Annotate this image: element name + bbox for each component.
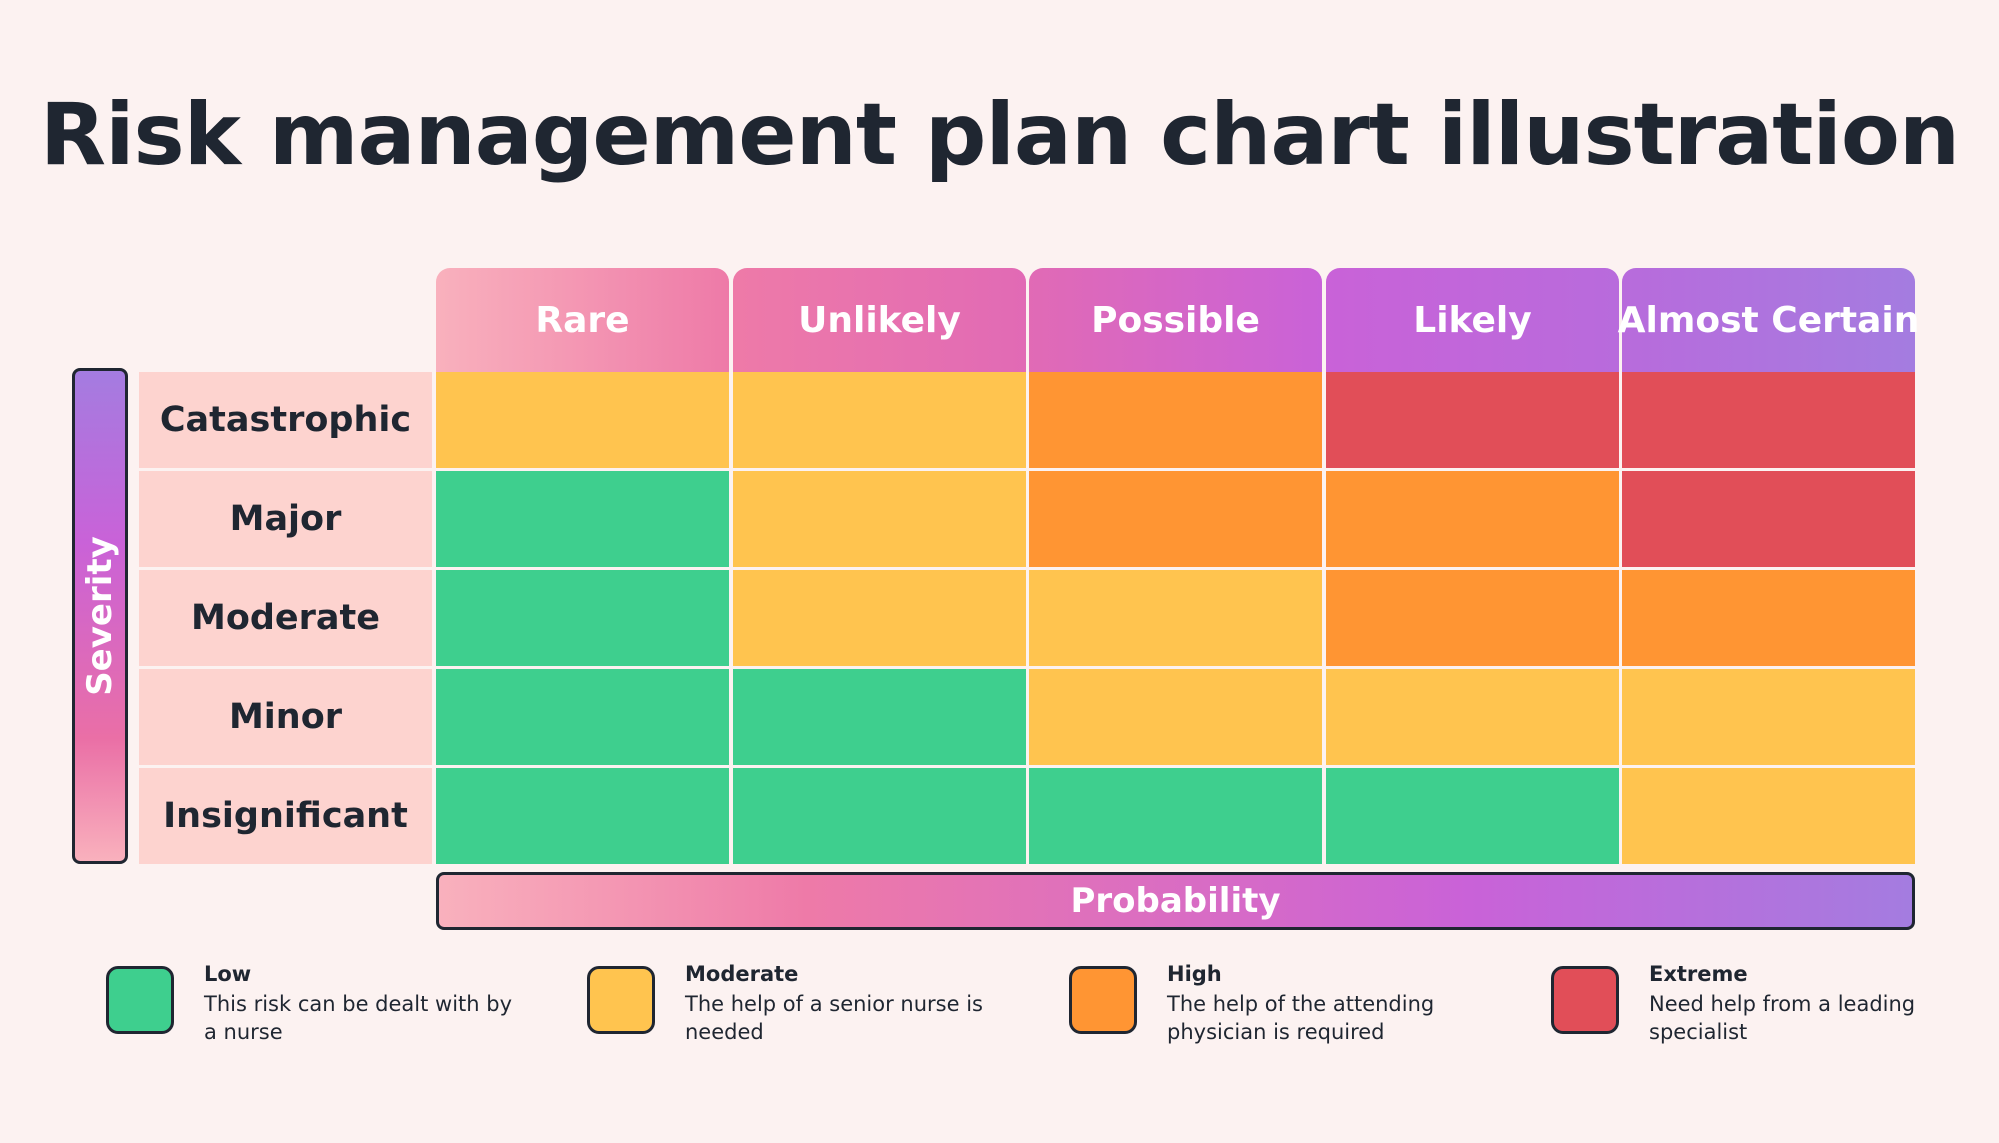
risk-cell-insignificant-rare [436, 768, 729, 864]
legend-description: Need help from a leading specialist [1649, 992, 1916, 1044]
risk-cell-minor-rare [436, 669, 729, 765]
row-label-major: Major [139, 471, 432, 567]
legend-swatch-extreme [1551, 966, 1619, 1034]
legend-title: Extreme [1649, 962, 1748, 986]
column-header-unlikely: Unlikely [733, 268, 1026, 372]
risk-cell-insignificant-unlikely [733, 768, 1026, 864]
legend-swatch-high [1069, 966, 1137, 1034]
row-label-minor: Minor [139, 669, 432, 765]
risk-cell-moderate-almost-certain [1622, 570, 1915, 666]
legend-description: The help of the attending physician is r… [1167, 992, 1435, 1044]
risk-cell-moderate-likely [1326, 570, 1619, 666]
legend-title: High [1167, 962, 1222, 986]
probability-axis-label: Probability [1070, 881, 1281, 921]
column-header-likely: Likely [1326, 268, 1619, 372]
risk-cell-catastrophic-likely [1326, 372, 1619, 468]
risk-cell-moderate-possible [1029, 570, 1322, 666]
risk-cell-major-almost-certain [1622, 471, 1915, 567]
risk-cell-minor-likely [1326, 669, 1619, 765]
row-label-moderate: Moderate [139, 570, 432, 666]
legend-title: Low [204, 962, 252, 986]
legend-description: The help of a senior nurse is needed [685, 992, 983, 1044]
severity-axis-label: Severity [80, 536, 120, 696]
risk-cell-catastrophic-almost-certain [1622, 372, 1915, 468]
risk-cell-major-possible [1029, 471, 1322, 567]
risk-cell-insignificant-possible [1029, 768, 1322, 864]
risk-cell-catastrophic-possible [1029, 372, 1322, 468]
column-header-rare: Rare [436, 268, 729, 372]
column-header-almost-certain: Almost Certain [1618, 268, 1919, 372]
risk-cell-major-rare [436, 471, 729, 567]
page-title: Risk management plan chart illustration [39, 85, 1960, 185]
risk-cell-moderate-unlikely [733, 570, 1026, 666]
column-header-possible: Possible [1029, 268, 1322, 372]
risk-cell-minor-almost-certain [1622, 669, 1915, 765]
risk-cell-insignificant-almost-certain [1622, 768, 1915, 864]
risk-cell-catastrophic-rare [436, 372, 729, 468]
legend-swatch-low [106, 966, 174, 1034]
legend-title: Moderate [685, 962, 799, 986]
risk-cell-moderate-rare [436, 570, 729, 666]
risk-cell-catastrophic-unlikely [733, 372, 1026, 468]
risk-cell-minor-possible [1029, 669, 1322, 765]
risk-cell-major-unlikely [733, 471, 1026, 567]
legend-description: This risk can be dealt with by a nurse [204, 992, 513, 1044]
row-label-insignificant: Insignificant [139, 768, 432, 864]
row-label-catastrophic: Catastrophic [139, 372, 432, 468]
risk-cell-major-likely [1326, 471, 1619, 567]
probability-axis-bar: Probability [436, 872, 1915, 930]
risk-cell-minor-unlikely [733, 669, 1026, 765]
risk-cell-insignificant-likely [1326, 768, 1619, 864]
severity-axis-bar [72, 368, 128, 864]
legend-swatch-moderate [587, 966, 655, 1034]
